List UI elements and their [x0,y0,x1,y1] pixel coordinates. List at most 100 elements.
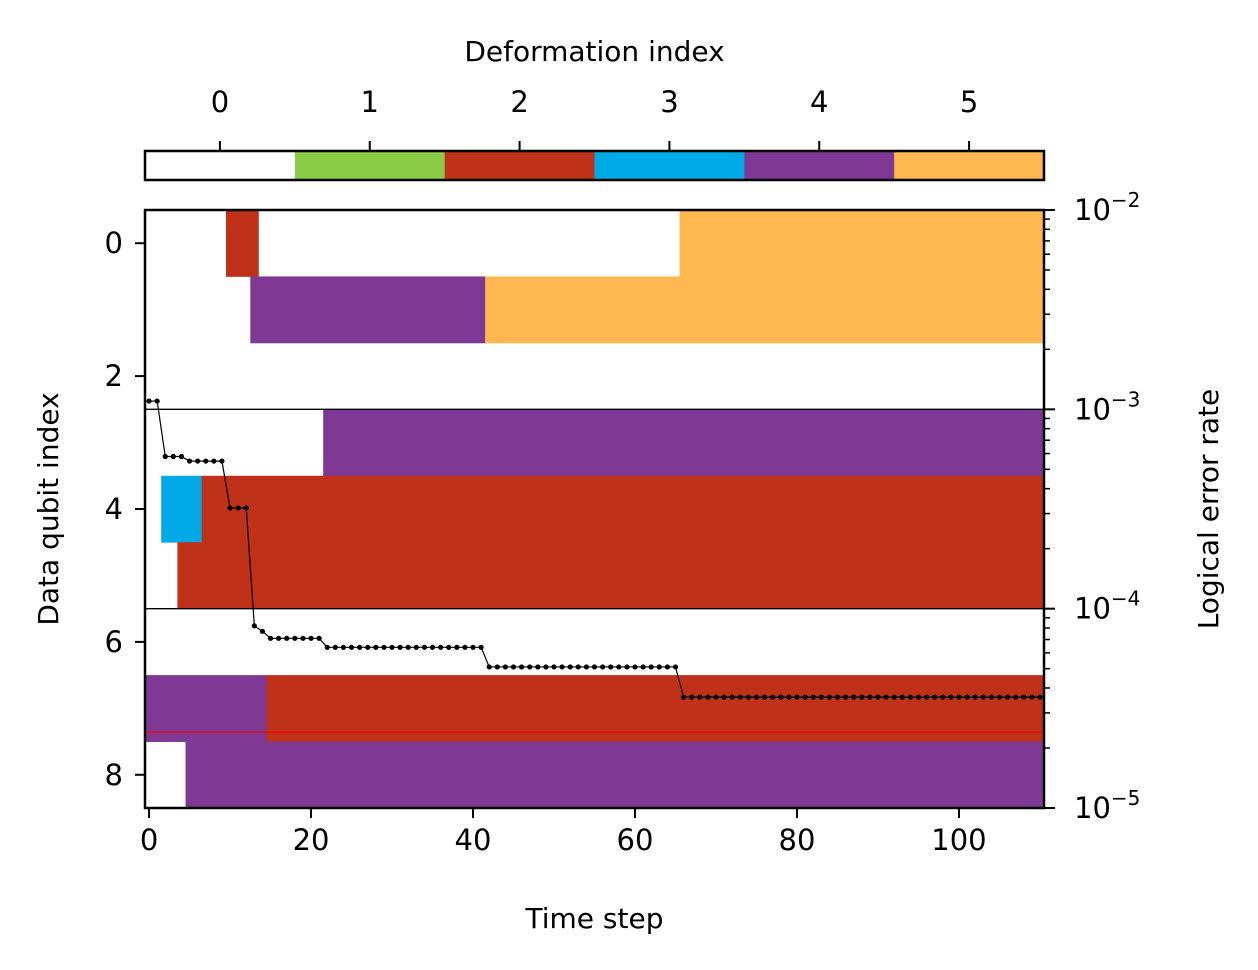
series-point [478,644,484,650]
series-point [219,458,225,464]
y-tick-label: 4 [105,492,123,526]
heatmap [145,210,1045,809]
series-point [251,623,257,629]
y-tick-label: 8 [105,758,123,792]
series-point [591,664,598,670]
x-tick-label: 60 [617,823,654,857]
series-point [389,644,395,650]
series-point [875,694,881,700]
colorbar-ticks: 0 1 2 3 4 5 [211,85,978,151]
series-point [292,635,298,641]
series-point [972,694,978,700]
series-point [761,694,768,700]
series-point [235,505,241,511]
series-point [365,644,371,650]
series-point [510,664,517,670]
series-point [543,664,549,670]
series-point [357,644,363,650]
series-point [348,644,355,650]
series-point [697,694,703,700]
series-point [940,694,946,700]
series-point [502,664,509,670]
y-axis-label: Data qubit index [32,392,65,625]
series-point [786,694,792,700]
series-point [640,664,646,670]
series-point [276,635,282,641]
series-point [486,664,492,670]
x-tick-label: 100 [931,823,986,857]
series-point [721,694,727,700]
series-point [154,398,160,404]
series-point [195,458,201,464]
series-point [599,664,606,670]
series-point [608,664,614,670]
series-point [672,664,679,670]
series-point [996,694,1003,700]
series-point [729,694,735,700]
series-point [535,664,541,670]
heatmap-cell [323,409,1045,477]
series-point [713,694,719,700]
series-point [527,664,533,670]
series-point [211,458,217,464]
series-point [705,694,711,700]
series-point [559,664,565,670]
series-point [446,644,452,650]
series-point [227,505,233,511]
x-tick-label: 20 [293,823,330,857]
series-point [413,644,419,650]
series-point [324,644,330,650]
series-point [778,694,784,700]
series-point [923,694,930,700]
series-point [753,694,760,700]
series-point [421,644,428,650]
series-point [243,505,249,511]
colorbar-tick-label: 1 [361,85,379,119]
series-point [648,664,654,670]
series-point [624,664,630,670]
colorbar-cell [145,151,296,180]
colorbar [145,151,1045,180]
series-point [980,694,986,700]
series-point [632,664,638,670]
series-point [146,398,152,404]
series-point [284,635,290,641]
series-point [170,453,176,460]
colorbar-tick-label: 2 [510,85,528,119]
series-point [405,644,411,650]
series-point [932,694,938,700]
colorbar-cell [894,151,1045,180]
series-point [162,453,168,460]
x-tick-label: 80 [779,823,816,857]
colorbar-tick-label: 5 [960,85,978,119]
error-rate-series [146,398,1043,700]
series-point [737,694,743,700]
series-point [438,644,444,650]
series-point [956,694,962,700]
series-point [373,644,379,650]
y-tick-label: 2 [105,359,123,393]
series-point [186,458,193,464]
series-point [300,635,306,641]
series-point [575,664,581,670]
series-point [689,694,695,700]
y-axis-ticks: 0 2 4 6 8 [105,226,145,792]
series-point [308,635,314,641]
series-point [867,694,873,700]
colorbar-cell [594,151,745,180]
heatmap-cell [177,542,1045,610]
series-point [494,664,500,670]
x-axis-ticks: 0 20 40 60 80 100 [140,808,987,857]
series-point [859,694,865,700]
series-point [332,644,338,650]
series-point [656,664,662,670]
series-point [454,644,460,650]
separator-lines [145,408,1044,610]
y2-tick-label: 10−4 [1074,587,1140,626]
series-point [826,694,832,700]
series-point [842,694,849,700]
heatmap-cell [161,475,203,543]
series-point [583,664,590,670]
series-point [381,644,387,650]
